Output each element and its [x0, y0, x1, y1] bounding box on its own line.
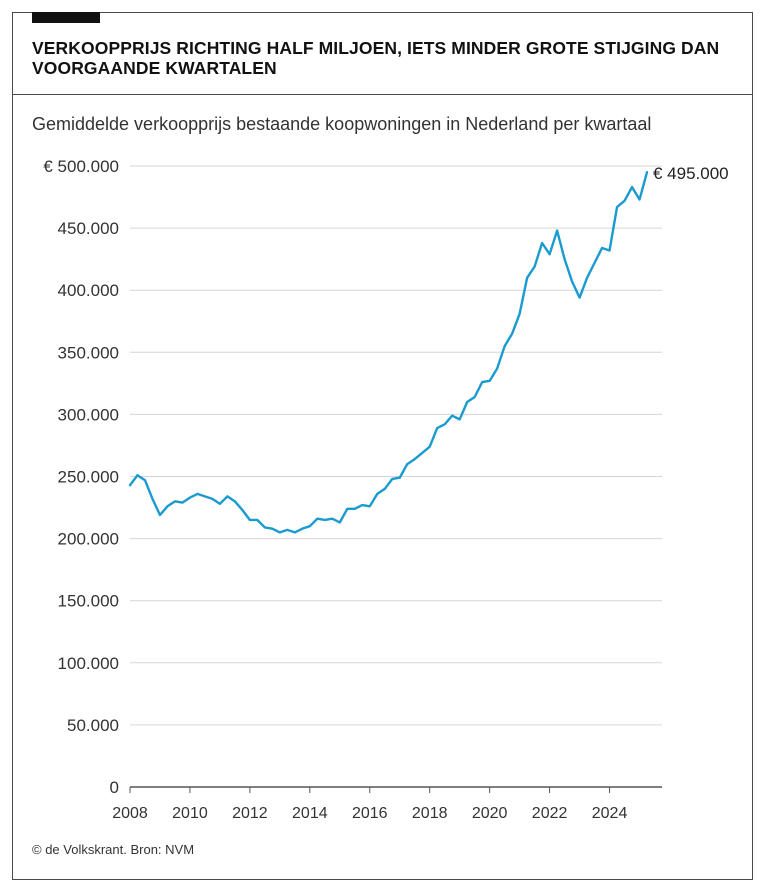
chart-subtitle: Gemiddelde verkoopprijs bestaande koopwo…: [32, 114, 652, 134]
source-credit: © de Volkskrant. Bron: NVM: [32, 842, 195, 857]
x-tick-label: 2008: [112, 805, 148, 822]
y-tick-label: 0: [110, 778, 119, 797]
header-tab-bar: [32, 12, 100, 23]
x-tick-label: 2016: [352, 805, 388, 822]
y-tick-label: € 500.000: [43, 157, 119, 176]
x-tick-label: 2012: [232, 805, 268, 822]
y-tick-label: 400.000: [58, 281, 119, 300]
header-divider: [12, 94, 753, 95]
x-tick-label: 2020: [472, 805, 508, 822]
y-tick-label: 350.000: [58, 343, 119, 362]
headline: VERKOOPPRIJS RICHTING HALF MILJOEN, IETS…: [32, 38, 720, 78]
x-axis-ticks: 2008 2010 2012 2014 2016 2018 2020 2022 2024: [112, 787, 627, 822]
y-tick-label: 50.000: [67, 716, 119, 735]
chart-frame: [12, 12, 753, 880]
x-tick-label: 2022: [532, 805, 568, 822]
y-tick-label: 150.000: [58, 592, 119, 611]
x-tick-label: 2018: [412, 805, 448, 822]
x-tick-label: 2010: [172, 805, 208, 822]
x-tick-label: 2014: [292, 805, 328, 822]
end-value-label: € 495.000: [653, 164, 729, 183]
y-axis-ticks: 0 50.000 100.000 150.000 200.000 250.000 300.0…: [43, 157, 119, 797]
y-tick-label: 100.000: [58, 654, 119, 673]
y-tick-label: 300.000: [58, 405, 119, 424]
y-tick-label: 200.000: [58, 530, 119, 549]
gridlines: [130, 165, 662, 726]
y-tick-label: 450.000: [58, 219, 119, 238]
y-tick-label: 250.000: [58, 468, 119, 487]
x-tick-label: 2024: [592, 805, 628, 822]
series-line-price: [128, 171, 649, 534]
